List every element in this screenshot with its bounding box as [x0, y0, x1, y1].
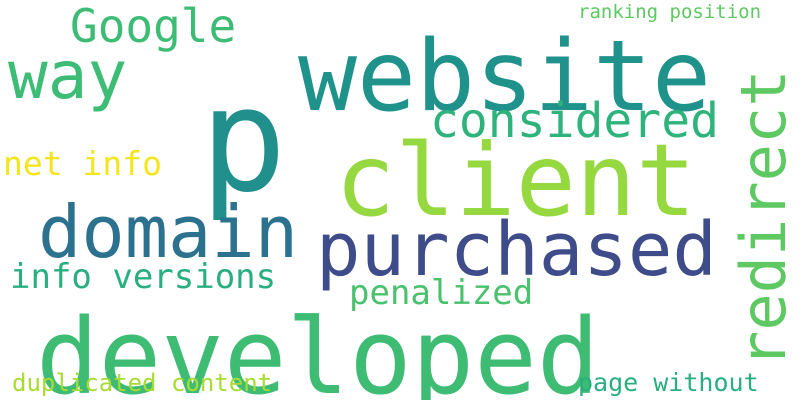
word-duplicated-content: duplicated content: [12, 369, 272, 397]
word-way: way: [8, 37, 127, 114]
word-page-without: page without: [578, 368, 759, 397]
word-developed: developed: [36, 296, 600, 400]
word-purchased: purchased: [316, 207, 717, 293]
word-penalized: penalized: [349, 273, 533, 313]
word-considered: considered: [430, 93, 719, 149]
word-client: client: [335, 122, 696, 239]
word-website: website: [298, 20, 711, 134]
word-redirect: redirect: [727, 69, 800, 368]
word-net-info: net info: [3, 144, 162, 183]
word-google: Google: [70, 0, 236, 53]
word-ranking-position: ranking position: [578, 1, 761, 23]
word-info-versions: info versions: [10, 257, 276, 297]
word-p: p: [200, 56, 287, 224]
word-domain: domain: [38, 190, 298, 274]
